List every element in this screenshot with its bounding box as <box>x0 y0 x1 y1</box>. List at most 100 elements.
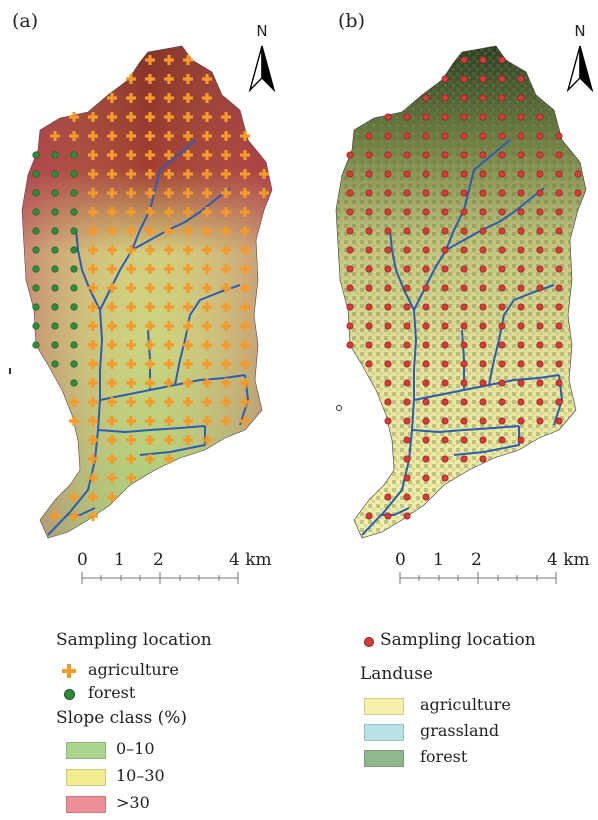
legend-b-forest: forest <box>420 747 468 766</box>
sample-point <box>460 170 468 178</box>
sample-point <box>460 113 468 121</box>
agriculture-sample-point <box>145 359 155 369</box>
sample-point <box>479 75 487 83</box>
sample-point <box>403 436 411 444</box>
agriculture-sample-point <box>107 245 117 255</box>
scale-bar-b <box>399 572 557 584</box>
forest-sample-point <box>70 303 78 311</box>
legend-a-slope-0-10: 0–10 <box>116 739 155 758</box>
sample-point <box>517 113 525 121</box>
sample-point <box>422 303 430 311</box>
sample-point <box>555 227 563 235</box>
sample-point <box>460 379 468 387</box>
sample-point <box>346 265 354 273</box>
forest-sample-point <box>32 246 40 254</box>
agriculture-sample-point <box>183 226 193 236</box>
agriculture-sample-point <box>88 397 98 407</box>
sample-point <box>441 436 449 444</box>
agriculture-sample-point <box>126 112 136 122</box>
agriculture-sample-point <box>145 454 155 464</box>
sample-point <box>422 208 430 216</box>
stream-segment <box>488 284 555 386</box>
sample-point <box>365 303 373 311</box>
sample-point <box>498 398 506 406</box>
sample-point <box>460 341 468 349</box>
sample-point <box>536 303 544 311</box>
legend-b-grassland: grassland <box>420 721 500 740</box>
forest-sample-point <box>51 341 59 349</box>
agriculture-sample-point <box>183 55 193 65</box>
agriculture-sample-point <box>202 245 212 255</box>
sample-point <box>403 493 411 501</box>
agriculture-sample-point <box>145 397 155 407</box>
sample-point <box>555 151 563 159</box>
agriculture-sample-point <box>88 359 98 369</box>
sample-point <box>460 56 468 64</box>
agriculture-sample-point <box>88 245 98 255</box>
agriculture-sample-point <box>88 473 98 483</box>
sample-point <box>498 132 506 140</box>
sample-point <box>384 379 392 387</box>
sample-point <box>555 284 563 292</box>
agriculture-sample-point <box>183 188 193 198</box>
agriculture-sample-point <box>221 416 231 426</box>
agriculture-sample-point <box>221 264 231 274</box>
agriculture-sample-point <box>164 340 174 350</box>
sample-point <box>460 265 468 273</box>
agriculture-sample-point <box>164 416 174 426</box>
agriculture-sample-point <box>88 492 98 502</box>
agriculture-sample-point <box>240 302 250 312</box>
agriculture-sample-point <box>221 131 231 141</box>
agriculture-sample-point <box>69 416 79 426</box>
agriculture-sample-point <box>126 150 136 160</box>
sample-point <box>479 132 487 140</box>
stream-segment <box>411 425 520 433</box>
sample-point <box>441 303 449 311</box>
sample-point <box>403 284 411 292</box>
sample-point <box>460 455 468 463</box>
sample-point <box>460 189 468 197</box>
agriculture-sample-point <box>164 245 174 255</box>
agriculture-sample-point <box>240 188 250 198</box>
agriculture-sample-point <box>126 188 136 198</box>
agriculture-sample-point <box>107 454 117 464</box>
forest-sample-point <box>70 379 78 387</box>
agriculture-sample-point <box>164 378 174 388</box>
sample-point <box>403 151 411 159</box>
agriculture-sample-point <box>107 416 117 426</box>
sample-point <box>536 360 544 368</box>
agriculture-sample-point <box>164 302 174 312</box>
agriculture-sample-point <box>88 321 98 331</box>
legend-a-agriculture: agriculture <box>88 660 179 679</box>
sample-point <box>384 265 392 273</box>
agriculture-sample-point <box>107 150 117 160</box>
sample-point <box>555 208 563 216</box>
agriculture-sample-point <box>50 131 60 141</box>
agriculture-sample-point <box>221 340 231 350</box>
sample-point <box>441 113 449 121</box>
sample-point <box>555 322 563 330</box>
agriculture-sample-point <box>183 302 193 312</box>
sample-point <box>384 493 392 501</box>
agriculture-sample-point <box>126 454 136 464</box>
agriculture-sample-point <box>202 302 212 312</box>
sample-point <box>536 322 544 330</box>
sample-point <box>498 75 506 83</box>
sample-point <box>460 151 468 159</box>
agriculture-sample-point <box>221 226 231 236</box>
agriculture-sample-point <box>145 435 155 445</box>
forest-sample-point <box>70 189 78 197</box>
sample-point <box>536 113 544 121</box>
agriculture-sample-point <box>145 131 155 141</box>
agriculture-sample-point <box>88 378 98 388</box>
sample-point <box>422 94 430 102</box>
agriculture-sample-point <box>107 112 117 122</box>
agriculture-sample-point <box>202 359 212 369</box>
agriculture-sample-point <box>107 283 117 293</box>
sample-point <box>517 246 525 254</box>
sample-point <box>536 417 544 425</box>
agriculture-sample-point <box>259 169 269 179</box>
agriculture-sample-point <box>145 283 155 293</box>
sample-point <box>479 265 487 273</box>
sample-point <box>403 208 411 216</box>
